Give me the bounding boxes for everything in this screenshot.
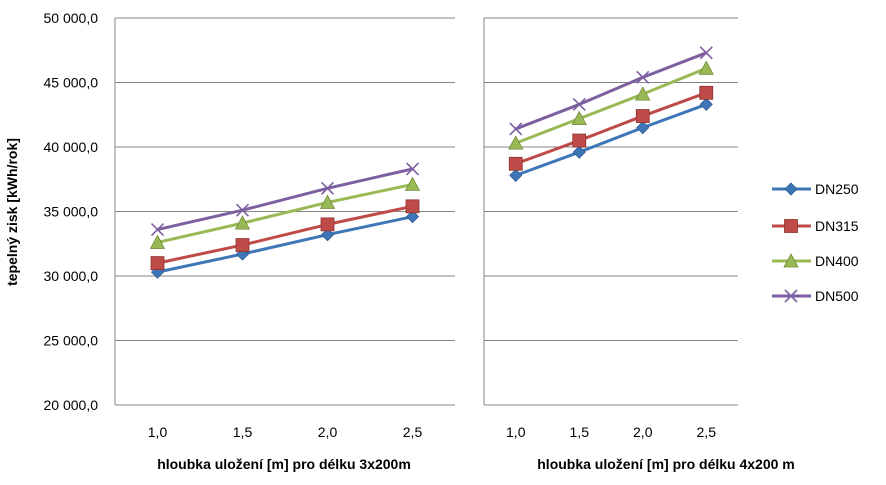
- y-tick-label: 50 000,0: [44, 10, 99, 26]
- series-line-dn500: [515, 51, 707, 131]
- legend: DN250 DN315 DN400 DN500: [772, 181, 859, 304]
- data-point-dn500: [405, 162, 420, 176]
- series-dn315: [508, 85, 714, 171]
- data-point-dn315: [508, 156, 523, 171]
- data-point-dn250: [699, 97, 713, 111]
- legend-label: DN315: [815, 218, 859, 234]
- y-tick-label: 30 000,0: [44, 268, 99, 284]
- data-point-dn500: [150, 222, 165, 237]
- data-point-dn400: [635, 86, 651, 101]
- series-line-dn315: [157, 204, 413, 265]
- data-point-dn250: [509, 168, 523, 182]
- legend-marker-dn400: [783, 253, 799, 268]
- legend-marker-dn250: [784, 182, 798, 196]
- legend-label: DN250: [815, 181, 859, 197]
- data-point-dn500: [636, 70, 650, 84]
- data-point-dn500: [699, 46, 713, 60]
- data-point-dn400: [319, 194, 336, 209]
- y-tick-label: 45 000,0: [44, 75, 99, 91]
- data-point-dn400: [149, 234, 166, 249]
- data-point-dn315: [572, 133, 587, 148]
- series-dn400: [149, 176, 421, 249]
- data-point-dn500: [320, 181, 335, 195]
- legend-label: DN400: [815, 253, 859, 269]
- x-tick-label: 1,5: [570, 424, 590, 440]
- legend-item-dn250: DN250: [772, 181, 859, 197]
- series-dn315: [150, 199, 420, 271]
- data-point-dn315: [235, 238, 250, 252]
- data-point-dn315: [405, 199, 420, 214]
- data-point-dn500: [509, 122, 523, 136]
- y-tick-label: 25 000,0: [44, 333, 99, 349]
- x-tick-label: 2,5: [697, 424, 717, 440]
- series-dn500: [509, 46, 713, 136]
- legend-item-dn315: DN315: [772, 218, 859, 234]
- x-axis-title: hloubka uložení [m] pro délku 4x200 m: [537, 456, 795, 472]
- legend-item-dn400: DN400: [772, 253, 859, 269]
- x-tick-label: 1,5: [233, 424, 253, 440]
- data-point-dn315: [150, 256, 165, 271]
- data-point-dn400: [698, 60, 714, 75]
- series-line-dn400: [157, 182, 413, 244]
- series-line-dn500: [157, 167, 413, 232]
- legend-label: DN500: [815, 288, 859, 304]
- series-line-dn250: [515, 103, 707, 177]
- data-point-dn250: [405, 210, 420, 224]
- data-point-dn250: [572, 145, 586, 159]
- y-tick-label: 40 000,0: [44, 139, 99, 155]
- series-dn400: [508, 60, 714, 150]
- x-tick-label: 1,0: [506, 424, 526, 440]
- x-axis-title: hloubka uložení [m] pro délku 3x200m: [157, 456, 411, 472]
- series-line-dn250: [157, 215, 413, 274]
- legend-item-dn500: DN500: [772, 288, 859, 304]
- x-tick-label: 2,5: [403, 424, 423, 440]
- x-tick-label: 2,0: [318, 424, 338, 440]
- data-point-dn400: [234, 215, 251, 230]
- x-tick-label: 2,0: [633, 424, 653, 440]
- legend-marker-dn315: [784, 219, 798, 233]
- data-point-dn400: [508, 135, 524, 150]
- series-line-dn400: [515, 66, 707, 145]
- data-point-dn400: [571, 110, 587, 126]
- data-point-dn250: [636, 121, 650, 135]
- x-tick-label: 1,0: [148, 424, 168, 440]
- y-tick-label: 35 000,0: [44, 204, 99, 220]
- series-dn500: [150, 162, 420, 237]
- panel-2: 1,0 1,5 2,0 2,5 hloubka uložení [m] pro délk…: [483, 17, 795, 472]
- data-point-dn400: [404, 176, 421, 191]
- panels-layer: 20 000,0 25 000,0 30 000,0 35 000,0 40 000,0…: [44, 10, 795, 472]
- y-axis-title: tepelný zisk [kWh/rok]: [4, 138, 20, 286]
- y-tick-label: 20 000,0: [44, 397, 99, 413]
- data-point-dn315: [320, 217, 335, 232]
- data-point-dn500: [572, 97, 586, 111]
- legend-marker-dn500: [784, 289, 798, 303]
- data-point-dn315: [699, 85, 714, 100]
- data-point-dn250: [320, 228, 335, 242]
- data-point-dn315: [635, 109, 650, 123]
- series-line-dn315: [515, 91, 707, 166]
- data-point-dn500: [235, 203, 250, 217]
- series-dn250: [509, 97, 713, 182]
- panel-1: 20 000,0 25 000,0 30 000,0 35 000,0 40 000,0…: [44, 10, 455, 472]
